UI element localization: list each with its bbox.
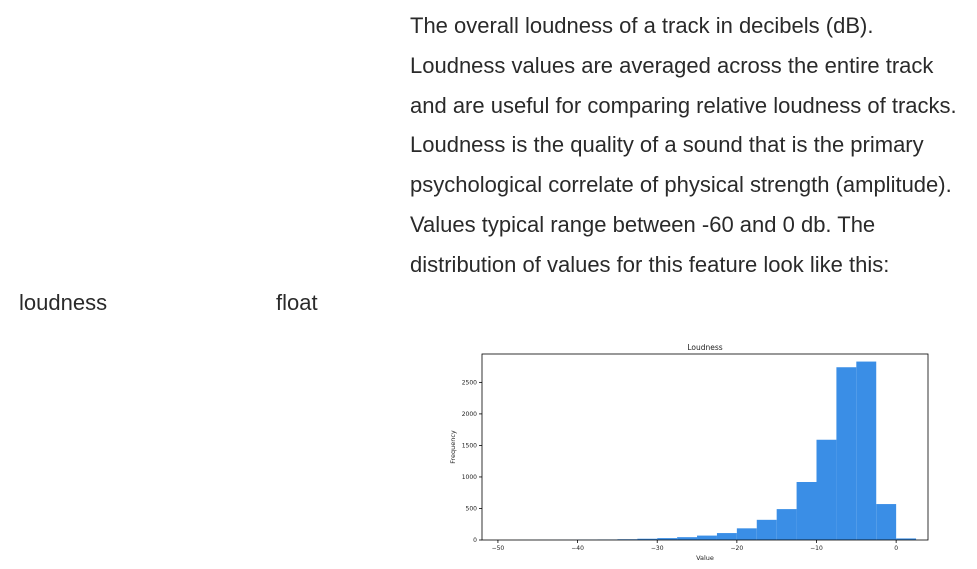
histogram-svg: −50 −40 −30 −20 −10 0 0 500 1000 1500 2000 2500 Lo… (449, 343, 929, 562)
histogram-bar (736, 528, 757, 540)
feature-type-cell: float (276, 290, 318, 315)
histogram-bar (716, 533, 737, 540)
histogram-bar (677, 537, 698, 540)
x-tick-label: 0 (894, 545, 898, 552)
feature-name-cell: loudness (19, 290, 108, 315)
y-tick-label: 1000 (462, 474, 477, 481)
x-tick-label: −10 (810, 545, 823, 552)
chart-title: Loudness (687, 343, 722, 352)
plot-frame (481, 353, 929, 541)
histogram-bar (816, 439, 837, 540)
x-tick-label: −20 (731, 545, 744, 552)
histogram-bar (796, 481, 817, 540)
histogram-bar (856, 361, 877, 540)
y-tick-label: 1500 (462, 442, 477, 449)
histogram-bar (896, 538, 917, 540)
y-tick-label: 2000 (462, 411, 477, 418)
y-tick-label: 2500 (462, 379, 477, 386)
x-tick-label: −30 (651, 545, 664, 552)
x-tick-label: −50 (492, 545, 505, 552)
histogram-bar (776, 509, 797, 540)
histogram-bar (836, 367, 857, 540)
x-tick-label: −40 (571, 545, 584, 552)
histogram-bar (657, 538, 678, 540)
y-axis-label: Frequency (449, 430, 457, 464)
y-axis-ticks: 0 500 1000 1500 2000 2500 (462, 379, 482, 544)
x-axis-ticks: −50 −40 −30 −20 −10 0 (492, 540, 898, 552)
feature-description-cell: The overall loudness of a track in decib… (410, 13, 957, 277)
y-tick-label: 500 (466, 505, 478, 512)
histogram-bar (637, 538, 658, 540)
loudness-histogram: −50 −40 −30 −20 −10 0 0 500 1000 1500 2000 2500 Lo… (446, 338, 938, 564)
histogram-bar (697, 535, 717, 540)
histogram-bar (756, 519, 777, 540)
x-axis-label: Value (696, 554, 714, 562)
histogram-bars (517, 361, 917, 540)
y-tick-label: 0 (473, 537, 477, 544)
histogram-bar (876, 504, 897, 540)
